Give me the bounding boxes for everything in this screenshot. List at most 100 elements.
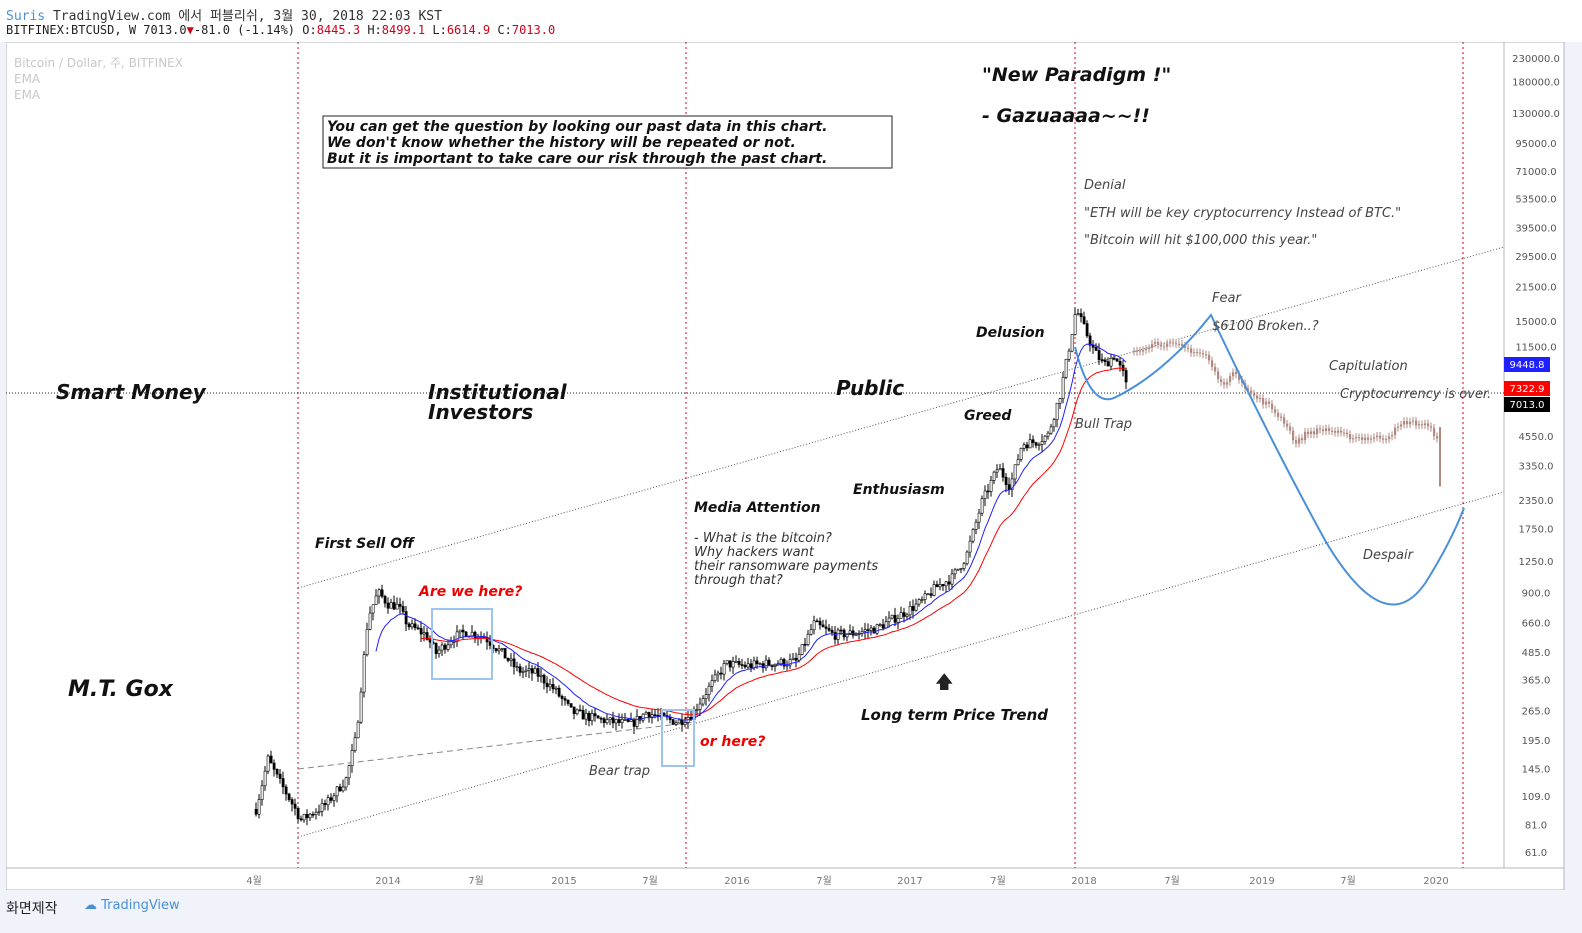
candle xyxy=(968,535,972,558)
candle xyxy=(263,766,267,791)
candle xyxy=(965,550,969,566)
time-tick-label: 4월 xyxy=(246,875,262,887)
projection-candle xyxy=(1313,427,1316,439)
projection-candle xyxy=(1139,346,1142,356)
ema-fast-line xyxy=(375,343,1127,721)
chart-canvas[interactable]: 230000.0 180000.0 130000.0 95000.0 71000.0 53… xyxy=(6,42,1582,890)
time-axis-ticks: 4월 2014 7월 2015 7월 2016 7월 2017 7월 2018 7월 2019 7월 20… xyxy=(246,875,1449,887)
candle xyxy=(863,622,867,639)
projection-candle xyxy=(1268,397,1271,408)
candle xyxy=(383,594,387,608)
candle xyxy=(362,650,366,698)
projection-candle xyxy=(1421,420,1424,430)
candle xyxy=(335,785,339,803)
projection-candle xyxy=(1271,399,1274,414)
price-pane[interactable] xyxy=(6,42,1505,869)
projection-candle xyxy=(1148,344,1151,353)
candle xyxy=(908,601,912,620)
chart-header: Suris TradingView.com 에서 퍼블리쉬, 3월 30, 20… xyxy=(0,0,1582,42)
candle xyxy=(317,804,321,816)
candle xyxy=(458,629,462,638)
svg-text:7013.0: 7013.0 xyxy=(1510,400,1545,411)
candle xyxy=(749,659,753,673)
candle xyxy=(1097,343,1101,365)
candle xyxy=(695,703,699,716)
candle xyxy=(806,630,810,647)
projection-candle xyxy=(1364,433,1367,444)
candle xyxy=(416,624,420,630)
candle xyxy=(638,715,642,724)
candle xyxy=(1079,308,1083,323)
projection-candle xyxy=(1262,394,1265,409)
candle xyxy=(266,754,270,775)
projection-candle xyxy=(1310,427,1313,439)
candle xyxy=(1031,435,1035,448)
candle xyxy=(959,567,963,574)
candle xyxy=(641,713,645,723)
media-question-2: Why hackers want xyxy=(694,545,815,560)
projection-candle xyxy=(1151,339,1154,352)
candle xyxy=(302,813,306,823)
candle xyxy=(1016,454,1020,466)
projection-candle xyxy=(1196,348,1199,357)
projection-candle xyxy=(1274,405,1277,417)
candle xyxy=(443,642,447,654)
candle xyxy=(782,657,786,670)
low-label: L: xyxy=(432,23,447,37)
candle xyxy=(896,614,900,630)
public-label: Public xyxy=(836,376,904,400)
candle xyxy=(260,780,264,806)
candle xyxy=(464,630,468,637)
denial-quote-2: "Bitcoin will hit $100,000 this year." xyxy=(1084,233,1317,248)
candle xyxy=(941,583,945,591)
author-name[interactable]: Suris xyxy=(6,9,46,24)
projection-candle xyxy=(1331,427,1334,435)
candle xyxy=(506,657,510,663)
price-axis[interactable] xyxy=(1503,42,1565,869)
tradingview-logo[interactable]: ☁ TradingView xyxy=(84,898,180,913)
candle xyxy=(434,642,438,659)
price-tick-label: 1750.0 xyxy=(1519,524,1554,535)
candle xyxy=(725,660,729,666)
investors-label: Investors xyxy=(428,400,533,424)
candle xyxy=(905,612,909,620)
projection-candle xyxy=(1307,427,1310,439)
candle xyxy=(278,768,282,784)
candle xyxy=(833,626,837,645)
candle xyxy=(1022,442,1026,452)
candle xyxy=(554,686,558,695)
projection-candle xyxy=(1175,339,1178,349)
projection-candle xyxy=(1373,433,1376,443)
price-tick-label: 485.0 xyxy=(1522,648,1551,659)
price-tag-last: 7013.0 xyxy=(1504,397,1550,412)
projection-candle xyxy=(1157,338,1160,349)
projection-candle xyxy=(1328,424,1331,435)
delusion-label: Delusion xyxy=(976,325,1045,341)
time-tick-label: 7월 xyxy=(1164,875,1180,887)
projection-candle xyxy=(1361,433,1364,444)
candle xyxy=(1085,320,1089,339)
price-axis-ticks: 230000.0 180000.0 130000.0 95000.0 71000.0 53… xyxy=(1512,54,1560,859)
close-value: 7013.0 xyxy=(511,23,556,37)
candle xyxy=(284,784,288,801)
projection-candle xyxy=(1367,433,1370,444)
candle xyxy=(359,687,363,725)
price-tick-label: 195.0 xyxy=(1522,736,1551,747)
candle xyxy=(581,705,585,720)
question-line-2: We don't know whether the history will b… xyxy=(327,135,796,151)
projection-candle xyxy=(1409,417,1412,429)
candle xyxy=(539,668,543,683)
price-tag-ema-fast: 9448.8 xyxy=(1504,357,1550,372)
candle xyxy=(524,665,528,678)
projection-candle xyxy=(1301,434,1304,445)
candle xyxy=(1040,434,1044,452)
candle xyxy=(800,643,804,656)
time-axis[interactable] xyxy=(6,867,1565,890)
candle xyxy=(590,709,594,726)
candle xyxy=(947,575,951,590)
first-sell-off-label: First Sell Off xyxy=(315,536,415,552)
candle xyxy=(971,528,975,544)
candle xyxy=(374,589,378,605)
projection-candle xyxy=(1406,417,1409,429)
candle xyxy=(422,625,426,642)
